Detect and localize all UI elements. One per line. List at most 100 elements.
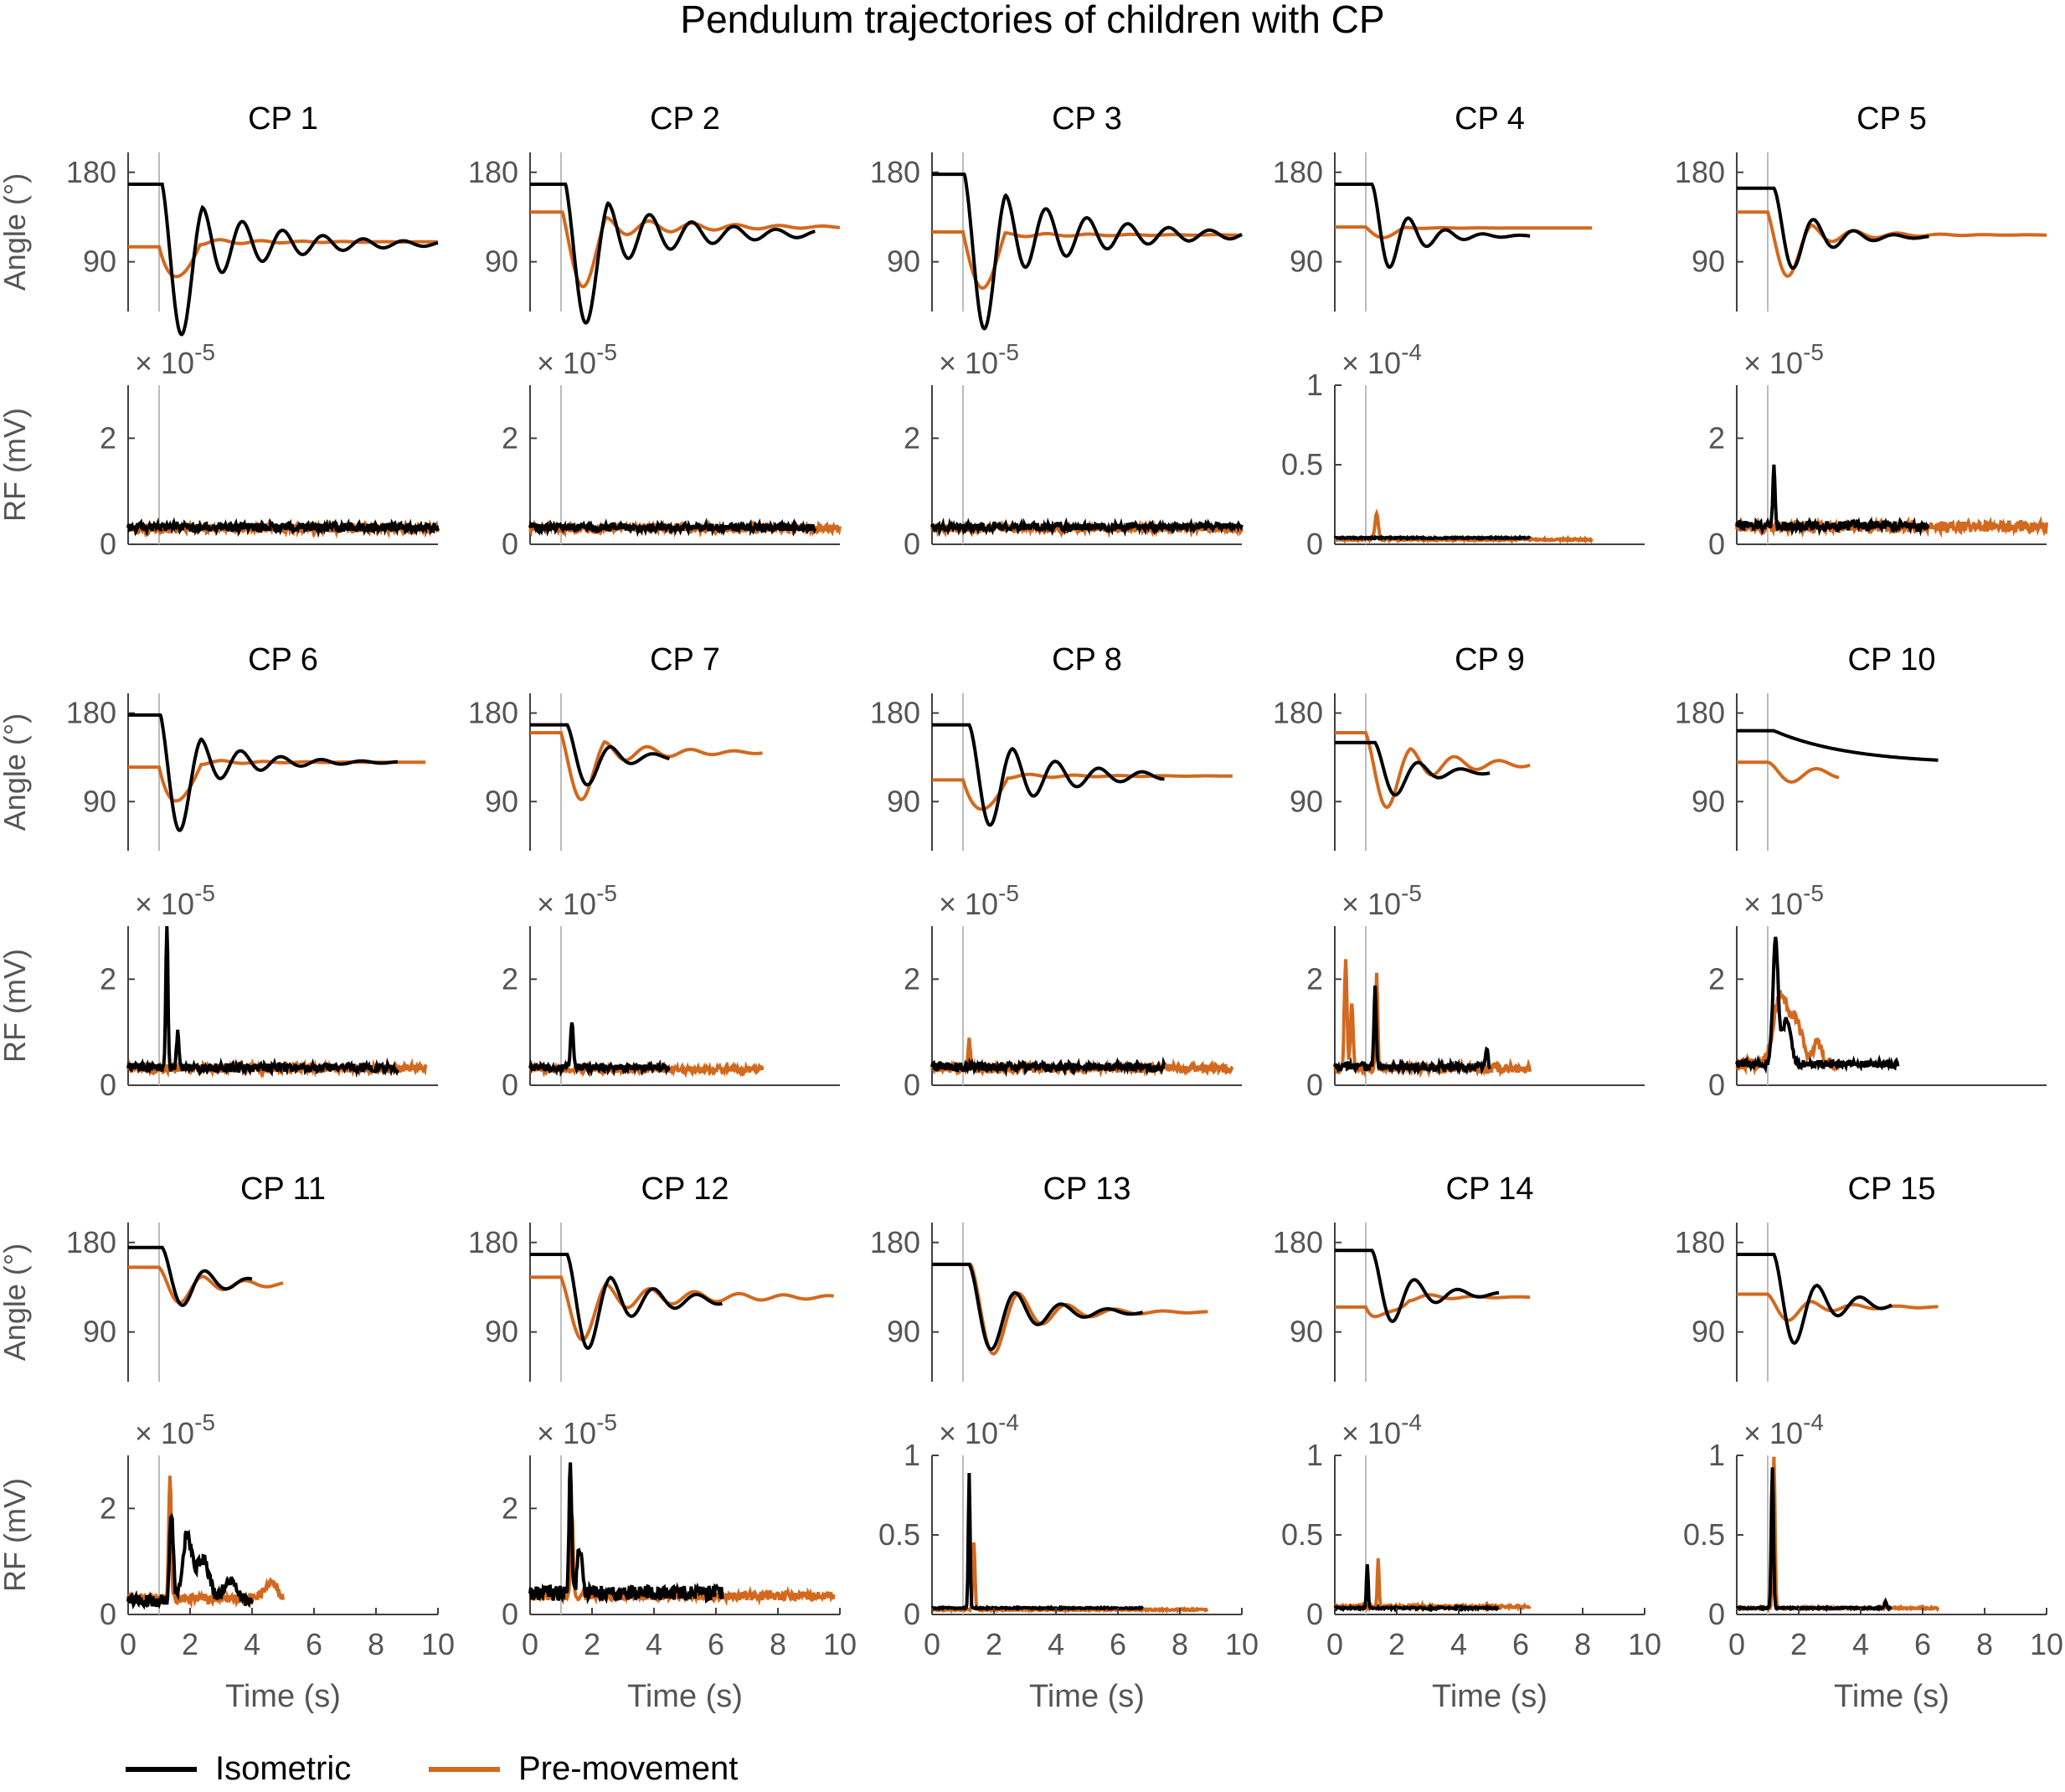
rf-exponent: × 10-5 [1341,880,1422,921]
angle-tick-label: 180 [468,155,518,189]
x-axis-label: Time (s) [627,1679,743,1714]
angle-tick-label: 90 [1290,1315,1323,1349]
rf-tick-label: 2 [904,420,920,455]
angle-series-isometric [1335,1249,1500,1323]
x-tick-label: 2 [584,1627,600,1661]
angle-tick-label: 90 [485,1315,518,1349]
rf-series-isometric [528,1022,671,1078]
angle-tick-label: 90 [83,245,116,279]
x-tick-label: 2 [182,1627,198,1661]
rf-exponent-power: -5 [596,1409,617,1435]
x-tick-label: 8 [1172,1627,1188,1661]
angle-tick-label: 180 [66,1225,116,1259]
angle-series-isometric [932,1262,1144,1352]
rf-exponent: × 10-5 [537,339,617,380]
rf-tick-label: 2 [502,1491,518,1525]
rf-tick-label: 0.5 [1281,447,1323,481]
angle-tick-label: 180 [870,155,920,189]
x-tick-label: 10 [1225,1627,1259,1661]
x-tick-label: 4 [1450,1627,1467,1661]
panel-cp-1: CP 1 90 180 Angle (°) 0 2 × 10-5 RF (mV) [0,101,440,561]
rf-series-pre-movement [126,1475,285,1609]
rf-series-pre-movement [930,1038,1234,1079]
rf-tick-label: 0 [100,527,116,561]
panel-cp-14: CP 14 90 180 0 0.5 1 × 10-4 0 2 4 6 8 10 Time (s) [1273,1171,1661,1714]
x-tick-label: 2 [986,1627,1002,1661]
rf-ylabel: RF (mV) [0,949,32,1063]
rf-exponent: × 10-4 [1743,1409,1824,1450]
rf-tick-label: 1 [904,1438,920,1472]
panel-title: CP 6 [248,642,318,677]
rf-series-isometric [126,1512,254,1610]
rf-tick-label: 0.5 [1683,1517,1725,1552]
rf-exponent: × 10-5 [939,339,1019,380]
rf-tick-label: 0 [1306,527,1323,561]
panel-title: CP 14 [1446,1171,1534,1207]
x-tick-label: 8 [1976,1627,1993,1661]
x-tick-label: 6 [1110,1627,1126,1661]
x-tick-label: 10 [823,1627,857,1661]
legend-item-isometric: Isometric [126,1750,351,1788]
rf-tick-label: 2 [100,420,116,455]
x-tick-label: 0 [522,1627,538,1661]
angle-tick-label: 90 [1692,1315,1725,1349]
angle-tick-label: 90 [83,1315,116,1349]
rf-tick-label: 0 [1708,1068,1725,1102]
panel-title: CP 3 [1052,101,1122,136]
angle-ylabel: Angle (°) [0,173,32,291]
panel-title: CP 13 [1043,1171,1131,1207]
rf-series-isometric [1333,985,1491,1076]
rf-exponent-power: -5 [1401,880,1422,906]
angle-series-isometric [530,183,816,325]
rf-tick-label: 0 [904,527,920,561]
panel-title: CP 9 [1455,642,1525,677]
angle-tick-label: 180 [66,155,116,189]
rf-tick-label: 0 [1708,1597,1725,1631]
x-tick-label: 10 [1628,1627,1661,1661]
panel-cp-11: CP 11 90 180 Angle (°) 0 2 × 10-5 RF (mV) 0 2 4 6 8 1… [0,1171,455,1714]
rf-series-isometric [1333,534,1532,542]
panel-title: CP 15 [1848,1171,1936,1207]
panel-cp-13: CP 13 90 180 0 0.5 1 × 10-4 0 2 4 6 8 10 Time (s) [870,1171,1259,1714]
angle-tick-label: 180 [1675,1225,1725,1259]
angle-series-isometric [932,723,1165,827]
rf-exponent: × 10-5 [939,880,1019,921]
rf-series-isometric [930,517,1244,538]
rf-series-isometric [126,517,440,538]
x-tick-label: 2 [1790,1627,1807,1661]
x-tick-label: 0 [120,1627,136,1661]
x-axis-label: Time (s) [225,1679,341,1714]
rf-tick-label: 0.5 [1281,1517,1323,1552]
rf-tick-label: 2 [1708,420,1725,455]
rf-exponent-power: -5 [1803,339,1824,365]
legend-label-isometric: Isometric [215,1750,352,1787]
rf-exponent-power: -5 [194,339,215,365]
x-tick-label: 2 [1388,1627,1405,1661]
rf-tick-label: 0 [502,1597,518,1631]
panel-cp-10: CP 10 90 180 0 2 × 10-5 [1675,642,2047,1102]
rf-series-isometric [126,925,399,1079]
x-tick-label: 10 [421,1627,455,1661]
rf-series-isometric [1333,1563,1500,1613]
angle-series-isometric [530,1253,723,1351]
x-tick-label: 8 [770,1627,786,1661]
angle-tick-label: 180 [66,696,116,730]
panel-title: CP 5 [1856,101,1927,136]
rf-series-isometric [930,1472,1145,1612]
x-tick-label: 8 [1574,1627,1591,1661]
panel-cp-7: CP 7 90 180 0 2 × 10-5 [468,642,840,1102]
rf-exponent: × 10-4 [1341,339,1422,380]
rf-tick-label: 0 [904,1068,920,1102]
angle-series-isometric [1737,729,1939,762]
rf-tick-label: 2 [502,961,518,996]
angle-tick-label: 180 [870,1225,920,1259]
rf-tick-label: 2 [1306,961,1323,996]
rf-tick-label: 2 [100,1491,116,1525]
rf-tick-label: 2 [1708,961,1725,996]
x-tick-label: 0 [1326,1627,1343,1661]
angle-series-isometric [1335,183,1531,270]
angle-series-pre-movement [1335,225,1593,239]
rf-exponent: × 10-5 [537,880,617,921]
angle-tick-label: 90 [485,784,518,818]
angle-series-pre-movement [1737,210,2047,278]
